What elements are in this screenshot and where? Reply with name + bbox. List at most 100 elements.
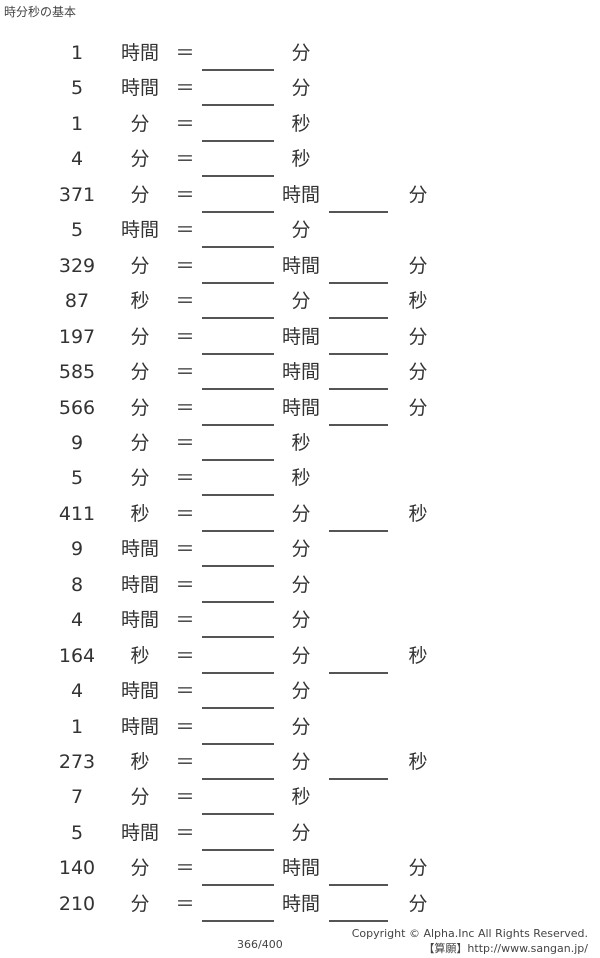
answer-blank-1[interactable] [202,352,274,355]
answer-blank-1[interactable] [202,919,274,922]
given-value: 1 [70,715,84,738]
answer-blank-1[interactable] [202,671,274,674]
given-value: 7 [70,786,84,809]
answer-unit-2[interactable]: 分 [408,254,428,277]
given-unit: 分 [130,786,150,809]
given-unit: 分 [130,396,150,419]
answer-unit-1[interactable]: 時間 [281,892,320,915]
answer-unit-1[interactable]: 分 [291,77,311,100]
answer-unit-1[interactable]: 時間 [281,325,320,348]
answer-unit-1[interactable]: 時間 [281,396,320,419]
answer-unit-1[interactable]: 分 [291,715,311,738]
answer-blank-1[interactable] [202,848,274,851]
answer-blank-1[interactable] [202,388,274,391]
answer-blank-1[interactable] [202,69,274,71]
equals-sign: ＝ [175,715,195,738]
equals-sign: ＝ [175,77,195,100]
answer-unit-2[interactable]: 分 [408,183,428,206]
answer-blank-1[interactable] [202,707,274,710]
answer-blank-1[interactable] [202,600,274,603]
answer-blank-2[interactable] [329,884,388,887]
problem-row: 1 時間 ＝ 分 [0,709,600,745]
equals-sign: ＝ [175,219,195,242]
answer-blank-2[interactable] [329,210,388,213]
given-unit: 分 [130,467,150,490]
answer-unit-2[interactable]: 分 [408,361,428,384]
answer-unit-2[interactable]: 分 [408,892,428,915]
equals-sign: ＝ [175,751,195,773]
answer-unit-2[interactable]: 分 [408,396,428,419]
answer-unit-1[interactable]: 秒 [291,431,311,454]
answer-unit-2[interactable]: 秒 [408,751,428,773]
answer-blank-2[interactable] [329,919,388,922]
answer-blank-2[interactable] [329,529,388,532]
answer-blank-1[interactable] [202,636,274,639]
answer-unit-1[interactable]: 分 [291,751,311,773]
given-value: 140 [58,857,96,880]
answer-blank-2[interactable] [329,423,388,426]
equals-sign: ＝ [175,42,195,64]
answer-blank-1[interactable] [202,246,274,249]
answer-blank-1[interactable] [202,281,274,284]
answer-blank-1[interactable] [202,210,274,213]
equals-sign: ＝ [175,573,195,596]
answer-blank-1[interactable] [202,494,274,497]
answer-blank-2[interactable] [329,352,388,355]
equals-sign: ＝ [175,821,195,844]
answer-blank-2[interactable] [329,778,388,780]
answer-blank-2[interactable] [329,281,388,284]
answer-unit-2[interactable]: 秒 [408,644,428,667]
answer-blank-1[interactable] [202,139,274,142]
answer-blank-2[interactable] [329,671,388,674]
answer-unit-1[interactable]: 時間 [281,254,320,277]
answer-unit-1[interactable]: 分 [291,290,311,313]
given-unit: 時間 [120,42,159,64]
answer-unit-1[interactable]: 分 [291,502,311,525]
answer-unit-1[interactable]: 分 [291,573,311,596]
problem-row: 9 分 ＝ 秒 [0,425,600,461]
equals-sign: ＝ [175,892,195,915]
answer-blank-1[interactable] [202,884,274,887]
problem-row: 1 分 ＝ 秒 [0,106,600,142]
answer-unit-1[interactable]: 時間 [281,361,320,384]
answer-blank-1[interactable] [202,423,274,426]
answer-unit-1[interactable]: 分 [291,609,311,632]
answer-unit-1[interactable]: 分 [291,538,311,561]
answer-blank-1[interactable] [202,104,274,107]
answer-blank-1[interactable] [202,317,274,320]
given-unit: 分 [130,325,150,348]
answer-blank-1[interactable] [202,529,274,532]
answer-blank-1[interactable] [202,175,274,178]
answer-unit-1[interactable]: 分 [291,821,311,844]
answer-unit-1[interactable]: 分 [291,680,311,703]
answer-unit-2[interactable]: 秒 [408,290,428,313]
equals-sign: ＝ [175,290,195,313]
answer-blank-2[interactable] [329,388,388,391]
given-unit: 分 [130,857,150,880]
equals-sign: ＝ [175,396,195,419]
answer-blank-1[interactable] [202,458,274,461]
answer-unit-2[interactable]: 秒 [408,502,428,525]
answer-unit-2[interactable]: 分 [408,325,428,348]
given-unit: 分 [130,254,150,277]
answer-unit-1[interactable]: 時間 [281,857,320,880]
given-unit: 分 [130,112,150,135]
answer-blank-1[interactable] [202,813,274,816]
answer-unit-1[interactable]: 秒 [291,112,311,135]
given-unit: 秒 [130,644,150,667]
answer-unit-1[interactable]: 秒 [291,467,311,490]
answer-unit-1[interactable]: 分 [291,42,311,64]
problem-row: 5 分 ＝ 秒 [0,460,600,497]
answer-unit-1[interactable]: 分 [291,644,311,667]
answer-unit-1[interactable]: 時間 [281,183,320,206]
answer-unit-1[interactable]: 分 [291,219,311,242]
given-value: 1 [70,112,84,135]
answer-unit-1[interactable]: 秒 [291,148,311,171]
answer-unit-1[interactable]: 秒 [291,786,311,809]
answer-blank-1[interactable] [202,565,274,568]
given-unit: 秒 [130,751,150,773]
answer-unit-2[interactable]: 分 [408,857,428,880]
answer-blank-1[interactable] [202,778,274,780]
answer-blank-2[interactable] [329,317,388,320]
answer-blank-1[interactable] [202,742,274,745]
